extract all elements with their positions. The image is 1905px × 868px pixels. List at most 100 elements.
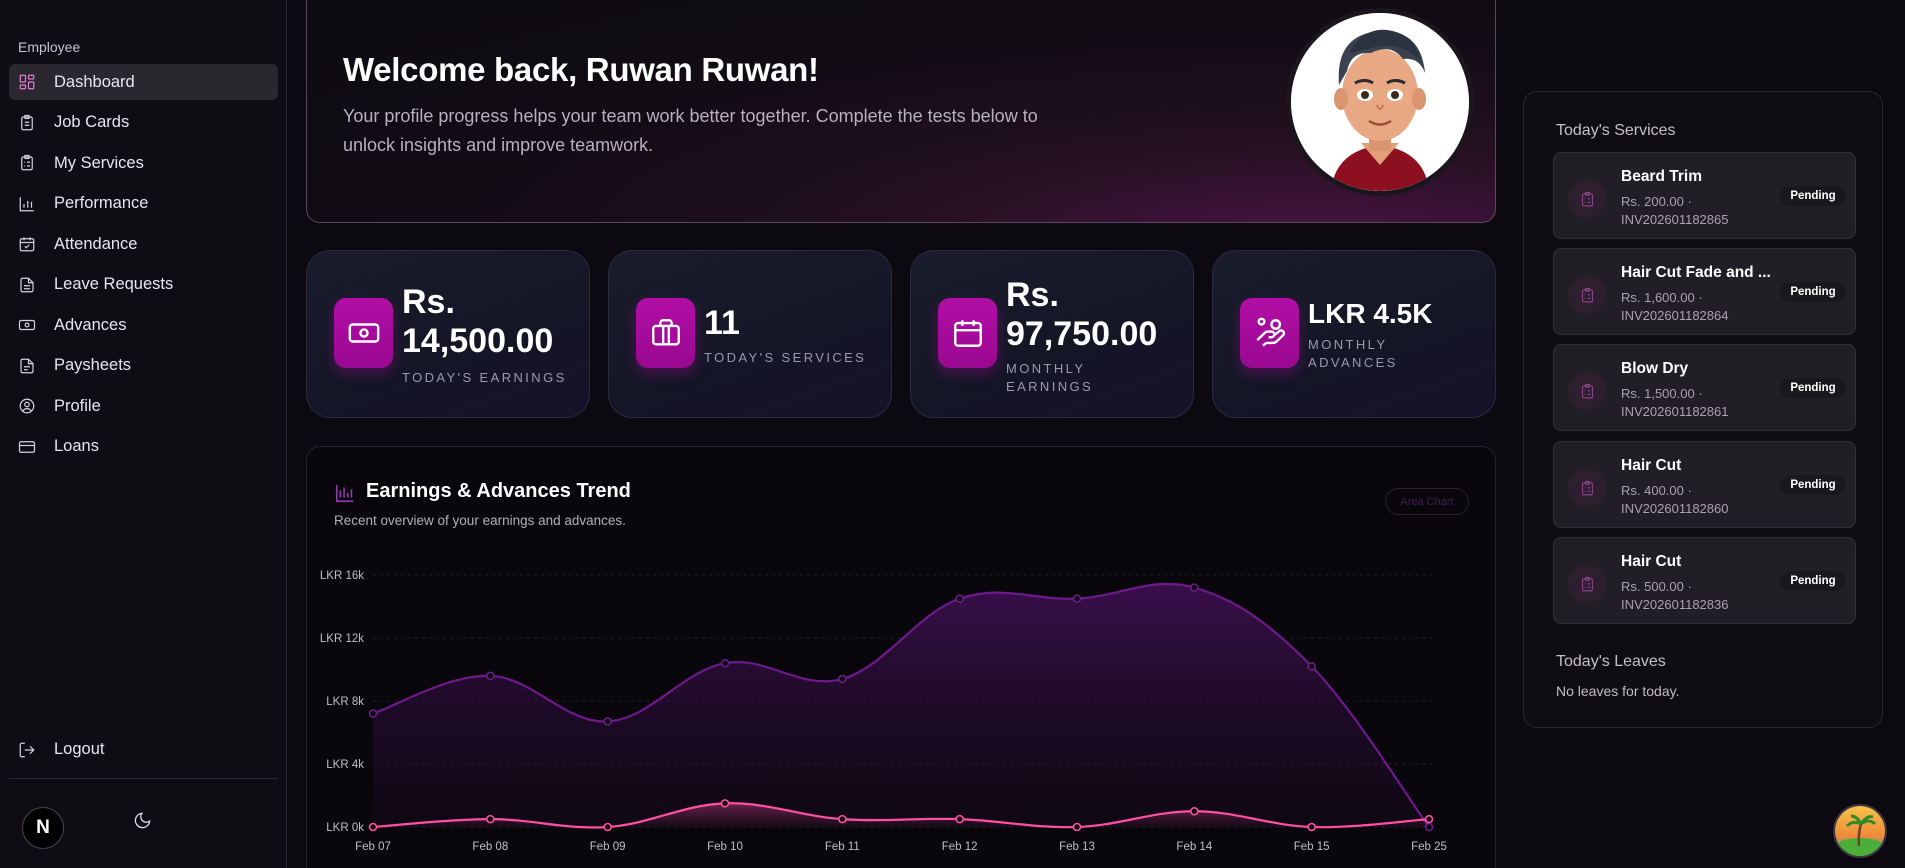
sidebar-nav: Dashboard Job Cards My Services Performa… (9, 64, 278, 469)
data-point (955, 814, 964, 824)
sidebar-item-leave-requests[interactable]: Leave Requests (9, 267, 278, 303)
stat-value: 97,750.00 (1006, 315, 1158, 353)
clipboard-icon (1568, 276, 1606, 314)
banknote-icon (18, 316, 36, 334)
status-badge: Pending (1780, 378, 1846, 398)
sidebar-item-paysheets[interactable]: Paysheets (9, 348, 278, 384)
service-name: Hair Cut (1621, 553, 1682, 570)
clipboard-icon (1568, 180, 1606, 218)
service-price: Rs. 400.00 · (1621, 483, 1692, 498)
stat-value: 11 (704, 304, 740, 342)
profile-illustration (1286, 8, 1474, 196)
series-area (373, 583, 1429, 827)
data-point (955, 594, 964, 603)
sidebar-item-label: Paysheets (54, 356, 132, 374)
stat-card-todays-services: 11 TODAY'S SERVICES (608, 250, 892, 418)
welcome-title: Welcome back, Ruwan Ruwan! (343, 51, 819, 88)
data-point (1072, 594, 1082, 603)
stat-value: 14,500.00 (402, 322, 554, 360)
sidebar-item-label: Leave Requests (54, 275, 174, 293)
status-badge: Pending (1780, 571, 1846, 591)
welcome-banner: Welcome back, Ruwan Ruwan! Your profile … (306, 0, 1496, 223)
clipboard-icon (18, 114, 36, 132)
x-tick-label: Feb 25 (1411, 841, 1447, 853)
sidebar-section-label: Employee (18, 39, 81, 55)
sidebar: Employee Dashboard Job Cards My Services… (0, 0, 287, 868)
sidebar-item-label: Advances (54, 315, 127, 334)
sidebar-item-label: Dashboard (54, 72, 135, 91)
data-point (603, 717, 612, 726)
sidebar-item-label: Performance (54, 194, 149, 212)
money-icon (334, 298, 393, 368)
clipboard-list-icon (18, 154, 36, 172)
stat-label: TODAY'S SERVICES (704, 350, 867, 365)
sidebar-item-profile[interactable]: Profile (9, 388, 278, 424)
x-tick-label: Feb 08 (472, 841, 508, 853)
service-item[interactable]: Hair Cut Rs. 500.00 · INV202601182836 Pe… (1553, 537, 1856, 624)
status-badge: Pending (1780, 186, 1846, 206)
sidebar-item-dashboard[interactable]: Dashboard (9, 64, 278, 100)
earnings-chart-card: Earnings & Advances Trend Recent overvie… (306, 446, 1496, 868)
service-item[interactable]: Beard Trim Rs. 200.00 · INV202601182865 … (1553, 152, 1856, 239)
x-tick-label: Feb 11 (825, 841, 860, 853)
y-tick-label: LKR 0k (326, 822, 364, 834)
service-name: Blow Dry (1621, 360, 1689, 377)
sidebar-item-advances[interactable]: Advances (9, 307, 278, 343)
sidebar-item-my-services[interactable]: My Services (9, 145, 278, 181)
file-icon (18, 357, 36, 375)
data-point (1307, 822, 1316, 832)
y-tick-label: LKR 16k (320, 570, 364, 582)
chart-type-badge[interactable]: Area Chart (1385, 488, 1469, 515)
logout-icon (19, 742, 35, 757)
sidebar-item-job-cards[interactable]: Job Cards (9, 105, 278, 141)
welcome-subtitle: Your profile progress helps your team wo… (343, 106, 1038, 155)
service-price: Rs. 1,500.00 · (1621, 386, 1703, 401)
service-invoice: INV202601182865 (1621, 212, 1729, 227)
service-item[interactable]: Hair Cut Rs. 400.00 · INV202601182860 Pe… (1553, 441, 1856, 528)
stat-card-monthly-advances: LKR 4.5K MONTHLY ADVANCES (1212, 250, 1496, 418)
data-point (720, 658, 730, 668)
stat-label: EARNINGS (1006, 379, 1094, 394)
service-item[interactable]: Hair Cut Fade and ... Rs. 1,600.00 · INV… (1553, 248, 1856, 335)
data-point (368, 822, 378, 832)
sidebar-item-label: My Services (54, 153, 144, 172)
service-price: Rs. 500.00 · (1621, 579, 1692, 594)
sidebar-divider (9, 778, 278, 779)
series-line (372, 582, 1430, 828)
right-panel: Today's Services Beard Trim Rs. 200.00 ·… (1523, 91, 1883, 728)
x-tick-label: Feb 12 (942, 841, 978, 853)
data-point (1190, 583, 1199, 592)
sidebar-item-performance[interactable]: Performance (9, 186, 278, 222)
sidebar-item-label: Profile (54, 396, 101, 415)
y-tick-label: LKR 12k (320, 633, 364, 645)
stat-label: TODAY'S EARNINGS (402, 370, 567, 385)
data-point (838, 674, 847, 684)
service-price: Rs. 1,600.00 · (1621, 290, 1703, 305)
series-line (372, 802, 1430, 829)
user-avatar[interactable]: N (22, 807, 64, 849)
user-circle-icon (18, 397, 36, 415)
sidebar-item-label: Loans (54, 437, 99, 455)
sidebar-item-attendance[interactable]: Attendance (9, 226, 278, 262)
data-point (838, 814, 847, 824)
dashboard-icon (18, 73, 36, 91)
sidebar-item-label: Attendance (54, 234, 138, 253)
theme-toggle-button[interactable] (133, 811, 155, 833)
service-item[interactable]: Blow Dry Rs. 1,500.00 · INV202601182861 … (1553, 344, 1856, 431)
todays-services-heading: Today's Services (1556, 122, 1676, 139)
service-invoice: INV202601182836 (1621, 597, 1729, 612)
logout-button[interactable]: Logout (18, 740, 104, 759)
y-tick-label: LKR 8k (326, 696, 364, 708)
data-point (1424, 814, 1434, 824)
floating-assistant-avatar[interactable] (1833, 804, 1887, 858)
y-tick-label: LKR 4k (326, 759, 364, 771)
briefcase-icon (636, 298, 695, 368)
hand-coins-icon (1240, 298, 1299, 368)
data-point (1190, 806, 1199, 816)
sidebar-item-loans[interactable]: Loans (9, 429, 278, 465)
service-invoice: INV202601182861 (1621, 404, 1729, 419)
service-name: Beard Trim (1621, 168, 1702, 185)
status-badge: Pending (1780, 282, 1846, 302)
clipboard-icon (1568, 372, 1606, 410)
stat-value: Rs. (402, 283, 455, 321)
